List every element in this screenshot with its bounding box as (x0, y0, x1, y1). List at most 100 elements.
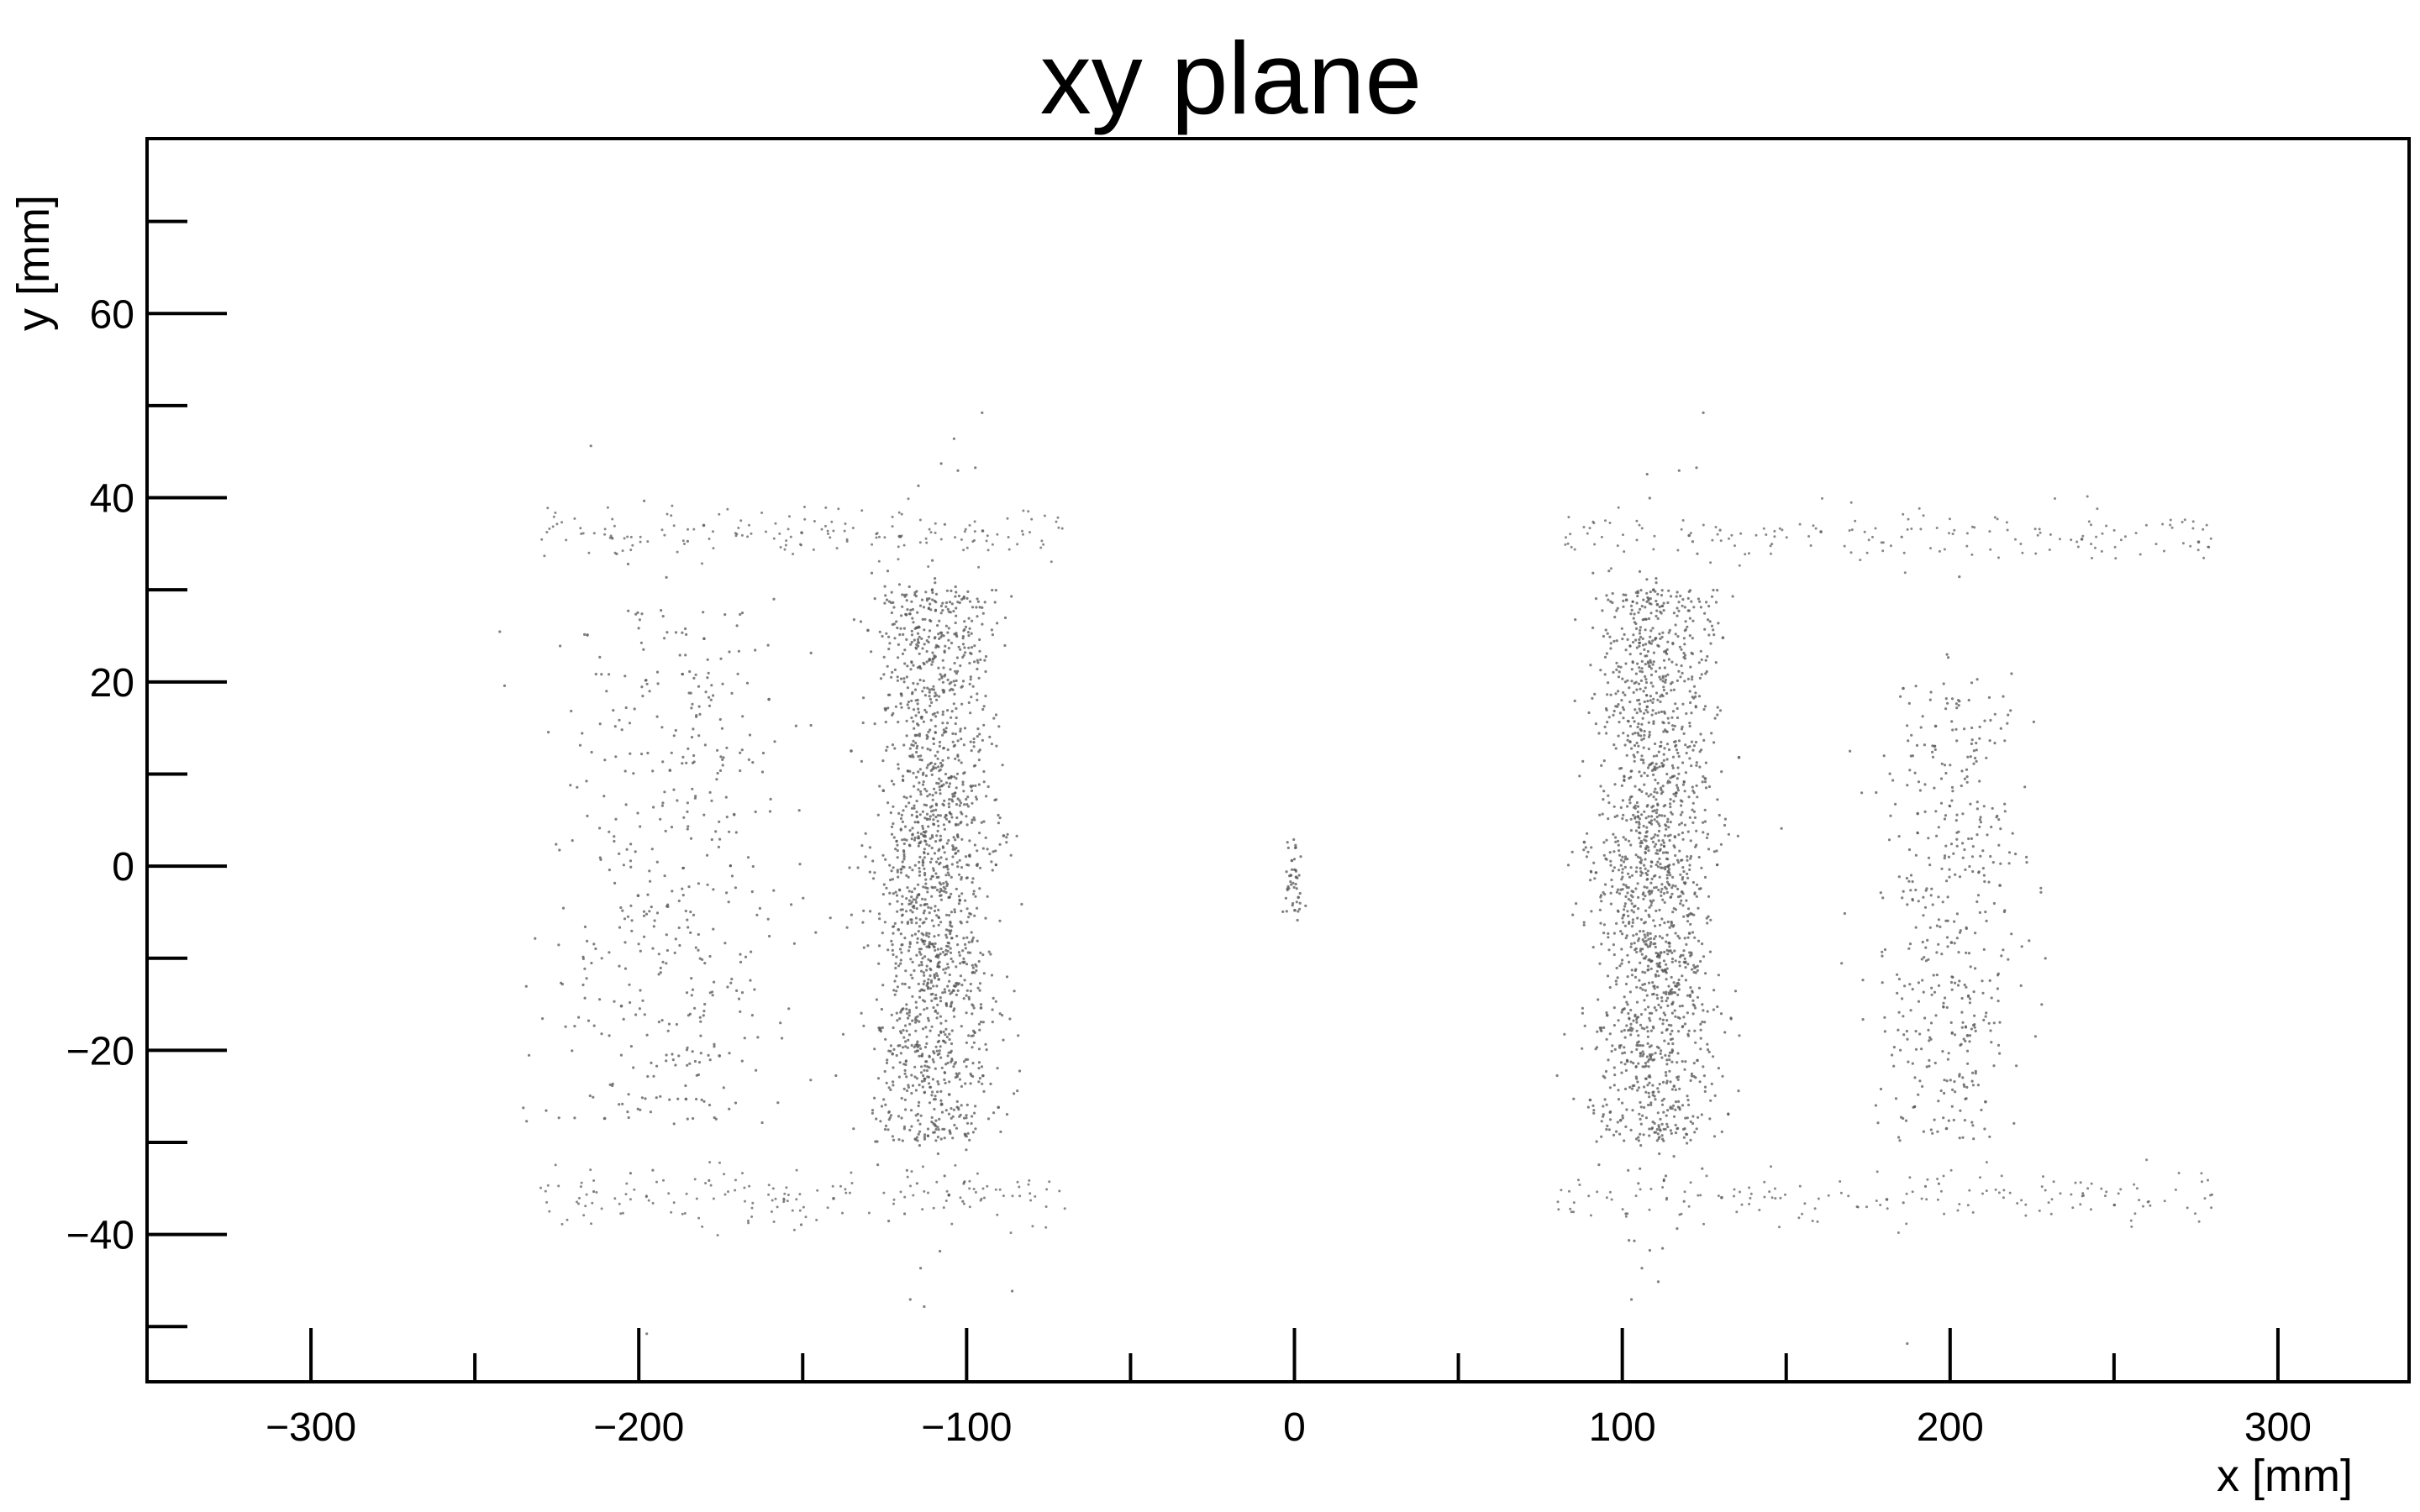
scatter-point (1676, 786, 1680, 790)
scatter-point (1676, 679, 1679, 683)
scatter-point (994, 589, 997, 592)
scatter-point (929, 718, 933, 722)
scatter-point (884, 1103, 887, 1106)
scatter-point (1704, 659, 1707, 662)
scatter-point (1691, 1121, 1695, 1126)
scatter-point (1665, 730, 1668, 733)
scatter-point (905, 1089, 909, 1093)
scatter-point (1688, 690, 1691, 693)
scatter-point (665, 1059, 668, 1063)
scatter-point (1925, 1065, 1928, 1068)
scatter-point (1598, 908, 1602, 911)
scatter-point (971, 801, 974, 805)
scatter-point (804, 1215, 808, 1219)
scatter-point (1660, 761, 1664, 765)
scatter-point (1854, 519, 1857, 522)
scatter-point (1656, 617, 1660, 621)
scatter-point (1619, 665, 1623, 669)
scatter-point (1677, 1100, 1681, 1103)
scatter-point (561, 906, 566, 910)
scatter-point (1631, 732, 1634, 736)
scatter-point (954, 1061, 957, 1064)
scatter-point (751, 761, 755, 764)
scatter-point (1911, 899, 1914, 902)
scatter-point (934, 715, 938, 718)
scatter-point (1994, 1188, 1997, 1191)
scatter-point (1955, 844, 1959, 848)
scatter-point (905, 1075, 908, 1079)
scatter-point (1907, 848, 1912, 852)
scatter-point (1684, 743, 1687, 747)
scatter-point (813, 520, 816, 522)
scatter-point (2036, 533, 2039, 537)
scatter-point (1637, 907, 1640, 911)
scatter-point (939, 1099, 943, 1102)
scatter-point (923, 1133, 927, 1137)
scatter-point (2200, 1172, 2203, 1175)
scatter-point (1663, 845, 1666, 848)
scatter-point (1701, 1021, 1704, 1024)
scatter-point (730, 874, 734, 878)
scatter-point (681, 894, 685, 897)
scatter-point (955, 786, 958, 790)
scatter-point (1655, 791, 1659, 795)
scatter-point (734, 831, 738, 834)
scatter-point (913, 887, 917, 890)
scatter-point (1641, 970, 1644, 974)
scatter-point (1669, 682, 1673, 685)
scatter-point (934, 531, 937, 534)
scatter-point (1690, 711, 1693, 715)
scatter-point (704, 690, 708, 694)
scatter-point (1298, 891, 1302, 895)
scatter-point (642, 910, 646, 913)
scatter-point (922, 679, 925, 683)
scatter-point (877, 912, 881, 916)
scatter-point (1675, 784, 1679, 787)
scatter-point (2205, 523, 2208, 527)
scatter-point (1682, 655, 1686, 659)
scatter-point (896, 985, 899, 989)
scatter-point (1673, 724, 1676, 728)
scatter-point (1979, 1176, 1981, 1179)
scatter-point (1957, 704, 1960, 707)
scatter-point (1652, 720, 1655, 723)
scatter-point (789, 535, 792, 538)
scatter-point (914, 714, 918, 717)
scatter-point (921, 827, 925, 831)
scatter-point (1935, 974, 1939, 977)
scatter-point (711, 990, 714, 994)
scatter-point (929, 877, 933, 880)
scatter-point (655, 670, 660, 674)
scatter-point (2048, 549, 2051, 551)
scatter-point (1646, 933, 1649, 937)
scatter-point (948, 1032, 951, 1036)
scatter-point (1662, 722, 1665, 725)
scatter-point (781, 1037, 784, 1040)
scatter-point (1668, 780, 1671, 784)
scatter-point (1712, 633, 1716, 637)
scatter-point (1689, 1079, 1692, 1082)
scatter-point (933, 852, 937, 855)
scatter-point (1636, 805, 1640, 808)
scatter-point (1626, 738, 1629, 742)
scatter-point (609, 534, 613, 538)
scatter-point (948, 798, 951, 801)
scatter-point (1599, 1028, 1602, 1032)
scatter-point (1974, 1072, 1977, 1075)
scatter-point (939, 1089, 943, 1093)
scatter-point (1942, 1174, 1945, 1178)
scatter-point (917, 484, 920, 487)
scatter-point (1584, 846, 1587, 849)
scatter-point (676, 799, 679, 802)
scatter-point (1635, 866, 1639, 869)
scatter-point (2130, 1225, 2133, 1228)
scatter-point (927, 1191, 929, 1194)
scatter-point (936, 1136, 939, 1139)
scatter-point (971, 880, 974, 885)
scatter-point (923, 903, 926, 906)
scatter-point (782, 1197, 786, 1200)
scatter-point (1640, 790, 1644, 794)
scatter-point (1970, 837, 1973, 841)
scatter-point (1963, 1084, 1966, 1088)
scatter-point (912, 720, 915, 723)
